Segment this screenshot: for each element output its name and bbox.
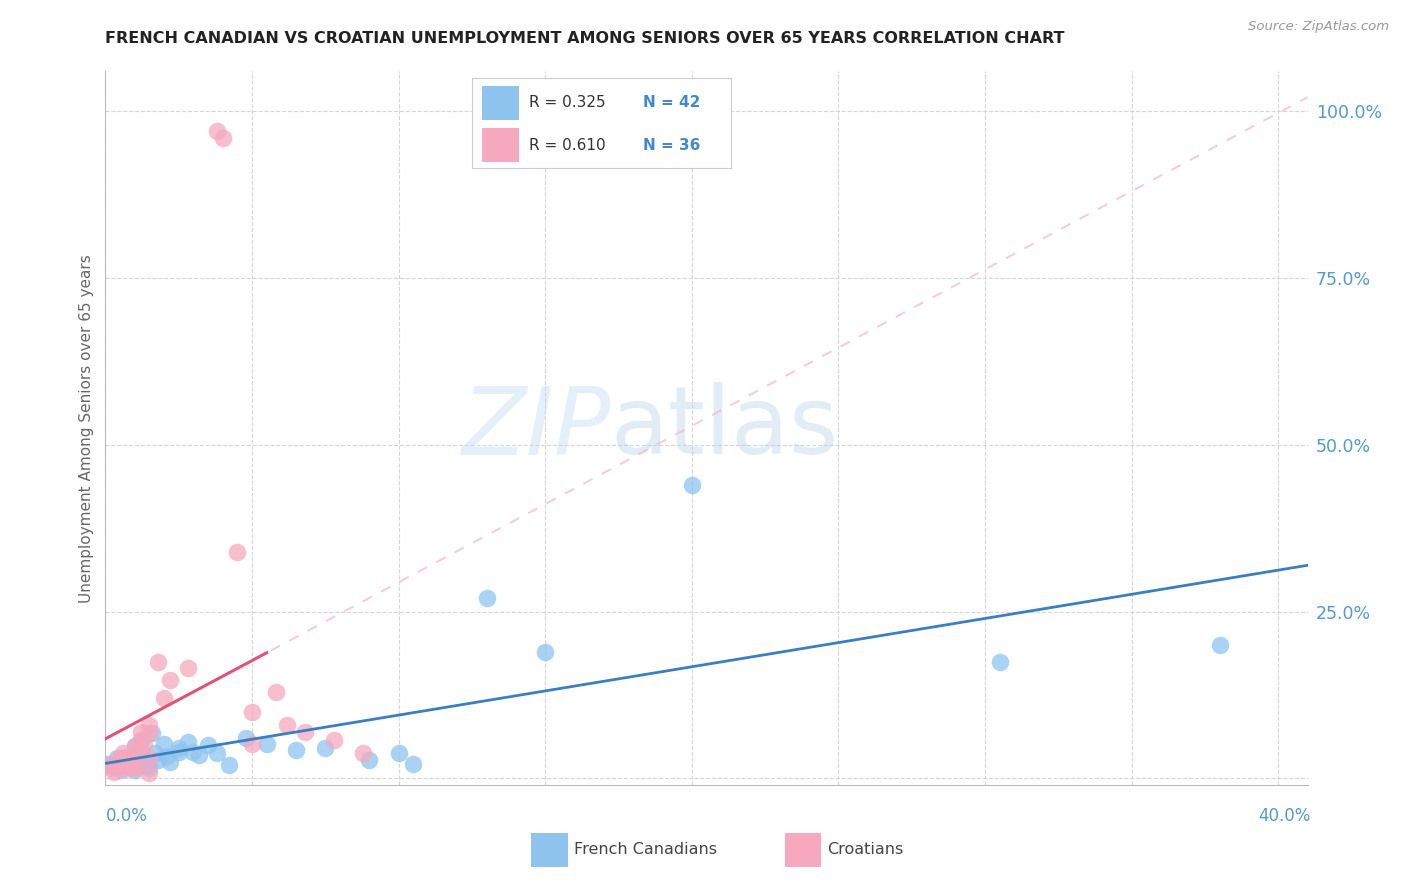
Text: 40.0%: 40.0% (1258, 807, 1310, 825)
Point (108, 751, 131, 765)
Point (132, 738, 155, 752)
Point (1208, 638, 1230, 652)
Point (264, 684, 287, 698)
Point (148, 655, 170, 669)
Point (118, 756, 141, 771)
Text: French Canadians: French Canadians (574, 842, 717, 856)
Point (235, 731, 257, 746)
Point (141, 726, 163, 740)
Point (132, 753, 155, 767)
Point (138, 766, 160, 780)
Point (294, 724, 316, 739)
Point (359, 753, 381, 767)
Point (156, 749, 179, 764)
Point (353, 746, 375, 760)
Point (534, 644, 557, 658)
Point (112, 746, 135, 760)
Point (211, 131, 233, 145)
Point (100, 761, 122, 775)
Point (276, 718, 298, 732)
Point (402, 756, 425, 771)
Point (129, 724, 152, 739)
Point (115, 758, 138, 772)
Point (138, 751, 160, 765)
Point (129, 732, 152, 747)
Point (108, 764, 131, 778)
Point (226, 544, 249, 558)
Point (138, 761, 160, 775)
Point (153, 737, 176, 751)
Point (681, 478, 703, 492)
Point (121, 761, 143, 775)
Text: Croatians: Croatians (827, 842, 903, 856)
Point (138, 718, 160, 732)
Point (143, 746, 166, 760)
Point (323, 732, 346, 747)
Point (118, 751, 141, 765)
Point (159, 673, 181, 687)
Point (105, 755, 128, 769)
Point (124, 739, 146, 754)
Point (112, 755, 135, 769)
Text: atlas: atlas (610, 382, 838, 475)
Point (124, 761, 146, 775)
Point (124, 739, 146, 754)
Point (138, 726, 160, 740)
Point (148, 753, 170, 767)
Text: ZIP: ZIP (461, 383, 610, 474)
Point (121, 756, 143, 770)
Point (176, 734, 198, 748)
Point (124, 746, 146, 760)
Point (475, 591, 498, 606)
Point (135, 759, 157, 773)
Point (115, 762, 138, 776)
Point (285, 743, 308, 757)
Point (97, 758, 120, 772)
Point (124, 764, 146, 778)
Point (197, 738, 219, 752)
Point (240, 737, 263, 751)
Text: 0.0%: 0.0% (105, 807, 148, 825)
Text: Source: ZipAtlas.com: Source: ZipAtlas.com (1249, 20, 1389, 33)
Y-axis label: Unemployment Among Seniors over 65 years: Unemployment Among Seniors over 65 years (79, 254, 94, 602)
Point (167, 741, 190, 756)
Point (105, 751, 128, 765)
Point (988, 655, 1011, 669)
Point (240, 705, 263, 719)
Point (103, 764, 125, 779)
Point (153, 691, 176, 706)
Point (205, 746, 228, 760)
Point (167, 745, 190, 759)
Point (115, 750, 138, 764)
Point (176, 661, 198, 675)
Point (388, 746, 411, 760)
Point (188, 747, 211, 762)
Point (124, 758, 146, 772)
Point (183, 745, 205, 759)
Point (124, 746, 146, 760)
Point (129, 732, 152, 747)
Point (97, 756, 120, 771)
Point (108, 759, 131, 773)
Point (314, 741, 336, 756)
Point (129, 745, 152, 759)
Text: FRENCH CANADIAN VS CROATIAN UNEMPLOYMENT AMONG SENIORS OVER 65 YEARS CORRELATION: FRENCH CANADIAN VS CROATIAN UNEMPLOYMENT… (105, 31, 1064, 46)
Point (256, 737, 278, 751)
Point (218, 758, 240, 772)
Point (159, 756, 181, 770)
Point (205, 124, 228, 138)
Point (124, 758, 146, 772)
Point (103, 759, 125, 773)
